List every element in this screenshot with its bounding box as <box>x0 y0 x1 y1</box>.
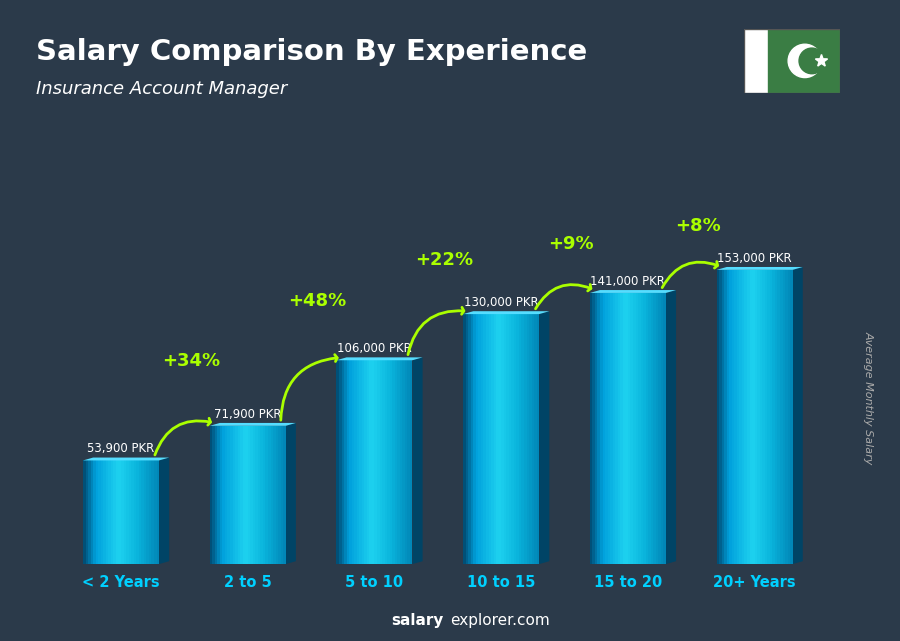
Polygon shape <box>539 311 549 564</box>
Text: 71,900 PKR: 71,900 PKR <box>214 408 282 420</box>
Text: 130,000 PKR: 130,000 PKR <box>464 296 538 309</box>
Text: Salary Comparison By Experience: Salary Comparison By Experience <box>36 38 587 67</box>
Polygon shape <box>464 311 549 314</box>
Text: explorer.com: explorer.com <box>450 613 550 628</box>
Text: salary: salary <box>392 613 444 628</box>
Polygon shape <box>793 267 803 564</box>
Text: 153,000 PKR: 153,000 PKR <box>717 252 792 265</box>
Text: +22%: +22% <box>415 251 473 269</box>
Polygon shape <box>159 458 169 564</box>
Text: +8%: +8% <box>675 217 721 235</box>
Polygon shape <box>412 358 423 564</box>
Polygon shape <box>337 358 423 360</box>
Bar <box>744 29 768 93</box>
Polygon shape <box>590 290 676 293</box>
Text: +9%: +9% <box>548 235 594 253</box>
Circle shape <box>799 48 824 74</box>
Polygon shape <box>716 267 803 270</box>
Text: +34%: +34% <box>162 353 220 370</box>
Polygon shape <box>83 458 169 460</box>
Text: 106,000 PKR: 106,000 PKR <box>338 342 412 355</box>
Text: 141,000 PKR: 141,000 PKR <box>590 275 665 288</box>
Polygon shape <box>815 54 828 66</box>
Polygon shape <box>286 423 296 564</box>
Text: Insurance Account Manager: Insurance Account Manager <box>36 80 287 98</box>
Polygon shape <box>666 290 676 564</box>
Polygon shape <box>210 423 296 426</box>
Bar <box>768 29 840 93</box>
Text: 53,900 PKR: 53,900 PKR <box>87 442 155 455</box>
Text: +48%: +48% <box>288 292 346 310</box>
Text: Average Monthly Salary: Average Monthly Salary <box>863 331 874 464</box>
Circle shape <box>788 44 822 78</box>
